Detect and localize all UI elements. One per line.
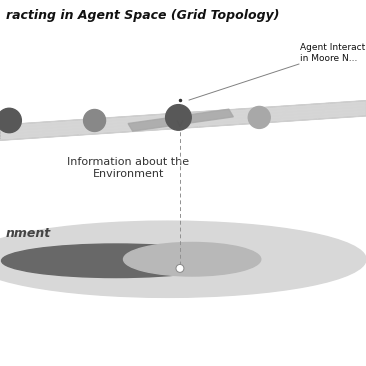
Text: Information about the
Environment: Information about the Environment xyxy=(67,157,189,179)
Text: Agent Interacting
in Moore N...: Agent Interacting in Moore N... xyxy=(300,43,366,63)
Ellipse shape xyxy=(0,221,366,297)
Circle shape xyxy=(83,109,105,131)
Circle shape xyxy=(248,107,270,128)
Circle shape xyxy=(0,108,21,132)
Text: racting in Agent Space (Grid Topology): racting in Agent Space (Grid Topology) xyxy=(6,9,280,22)
Polygon shape xyxy=(128,109,234,131)
Ellipse shape xyxy=(1,244,230,277)
Circle shape xyxy=(176,264,184,272)
Circle shape xyxy=(165,105,191,130)
Text: nment: nment xyxy=(6,227,51,240)
Ellipse shape xyxy=(124,242,261,276)
Polygon shape xyxy=(0,101,366,140)
